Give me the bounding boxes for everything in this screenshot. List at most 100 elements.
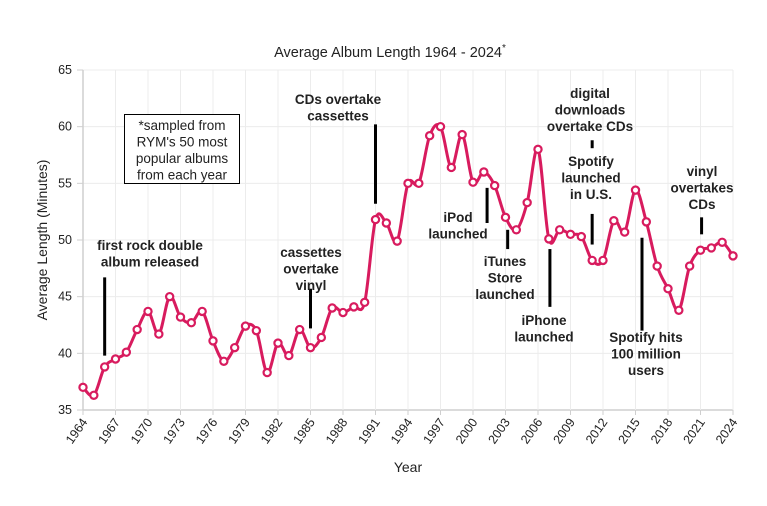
x-tick-label: 2018 — [648, 416, 675, 447]
data-point — [565, 229, 576, 240]
series-layer — [78, 121, 738, 400]
annotation-label: iPod launched — [428, 210, 487, 242]
y-tick-label: 55 — [58, 176, 72, 190]
x-tick-label: 2012 — [583, 416, 610, 447]
x-tick-label: 1979 — [226, 416, 253, 447]
data-point — [175, 312, 186, 322]
note-box-text: *sampled from RYM's 50 most popular albums… — [136, 118, 229, 183]
data-point — [273, 338, 283, 348]
y-axis-label: Average Length (Minutes) — [34, 160, 50, 321]
x-axis-label: Year — [394, 459, 423, 475]
x-tick-label: 2003 — [486, 416, 513, 447]
data-point — [121, 347, 132, 357]
chart-title: Average Album Length 1964 - 2024* — [274, 43, 506, 61]
data-point — [240, 321, 251, 331]
data-point — [316, 332, 327, 343]
data-point — [424, 131, 435, 141]
x-tick-label: 1994 — [388, 416, 415, 447]
x-tick-label: 1964 — [63, 416, 90, 447]
data-point — [305, 342, 316, 353]
data-point — [164, 291, 175, 302]
y-tick-label: 50 — [58, 233, 72, 247]
annotation-labels: first rock double album released cassettes… — [97, 86, 733, 378]
data-point — [89, 390, 99, 400]
data-point — [684, 261, 695, 271]
annotation-label: iPhone launched — [514, 313, 573, 345]
y-tick-label: 45 — [58, 290, 72, 304]
data-point — [208, 336, 218, 346]
x-tick-label: 2015 — [616, 416, 643, 447]
data-point — [500, 212, 511, 223]
data-point — [294, 324, 305, 335]
annotation-label: Spotify hits 100 million users — [609, 330, 683, 378]
y-tick-label: 40 — [58, 346, 72, 360]
title-asterisk: * — [502, 43, 506, 54]
data-point — [598, 255, 608, 266]
data-point — [587, 255, 597, 266]
data-point — [641, 217, 652, 227]
x-tick-label: 1973 — [161, 416, 188, 447]
data-point — [609, 216, 619, 226]
data-point — [359, 297, 370, 308]
x-tick-label: 2000 — [453, 416, 480, 447]
note-box-border — [124, 114, 240, 184]
data-point — [554, 225, 565, 235]
x-tick-label: 1985 — [291, 416, 318, 447]
data-point — [652, 261, 662, 271]
data-point — [110, 354, 121, 364]
data-point — [728, 251, 738, 261]
x-tick-label: 2021 — [681, 416, 708, 447]
annotation-label: vinyl overtakes CDs — [670, 164, 733, 212]
data-point — [674, 305, 684, 315]
data-point — [706, 243, 717, 253]
data-point — [533, 144, 543, 155]
annotation-label: digital downloads overtake CDs — [547, 86, 633, 134]
data-point — [392, 236, 402, 246]
x-tick-label: 1991 — [356, 416, 383, 447]
data-point — [435, 121, 446, 132]
data-point — [143, 306, 153, 317]
x-tick-label: 1976 — [193, 416, 220, 447]
annotation-label: iTunes Store launched — [475, 254, 534, 302]
x-tick-label: 2009 — [551, 416, 578, 447]
y-tick-label: 35 — [58, 403, 72, 417]
y-tick-label: 65 — [58, 63, 72, 77]
data-point — [154, 329, 164, 339]
y-tick-label: 60 — [58, 120, 72, 134]
data-point — [338, 307, 348, 318]
data-point — [186, 318, 197, 328]
x-tick-label: 1988 — [323, 416, 350, 447]
annotation-label: Spotify launched in U.S. — [561, 154, 620, 202]
data-point — [446, 162, 457, 173]
data-point — [78, 382, 88, 393]
data-point — [663, 284, 673, 294]
annotation-label: CDs overtake cassettes — [295, 92, 382, 124]
note-box: *sampled from RYM's 50 most popular albums… — [124, 114, 240, 184]
data-point — [414, 178, 424, 189]
data-point — [717, 237, 727, 247]
data-point — [349, 302, 359, 312]
data-point — [132, 324, 142, 335]
data-point — [468, 177, 478, 187]
data-point — [229, 342, 240, 353]
data-point — [619, 227, 630, 237]
data-point — [219, 356, 229, 366]
annotation-label: cassettes overtake vinyl — [280, 245, 342, 293]
x-tick-label: 1967 — [96, 416, 123, 447]
data-point — [99, 362, 110, 372]
x-tick-label: 1970 — [128, 416, 155, 447]
x-tick-label: 1982 — [258, 416, 285, 447]
x-tick-label: 2006 — [518, 416, 545, 447]
x-tick-label: 2024 — [713, 416, 740, 447]
data-point — [457, 129, 467, 140]
data-point — [479, 167, 489, 177]
annotation-label: first rock double album released — [97, 238, 203, 270]
data-point — [544, 234, 554, 244]
data-point — [695, 245, 706, 255]
data-point — [251, 325, 262, 336]
data-point — [262, 367, 272, 378]
data-point — [197, 306, 207, 317]
data-point — [511, 225, 522, 235]
data-point — [403, 178, 413, 189]
